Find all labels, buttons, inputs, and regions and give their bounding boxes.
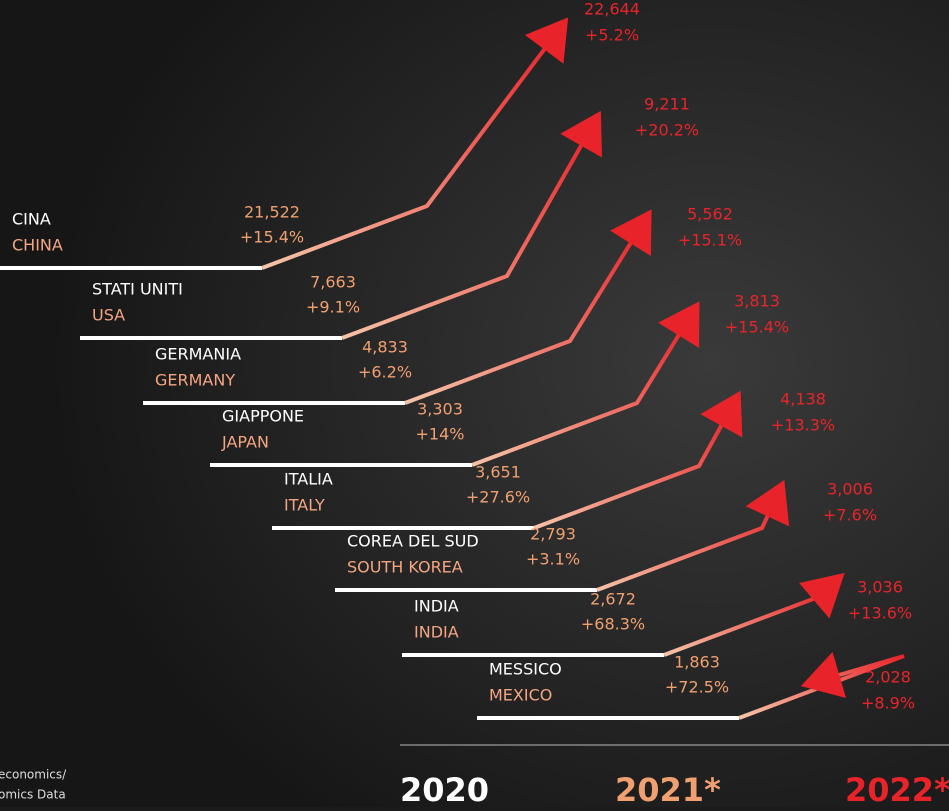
growth-2020: +14% <box>416 425 465 444</box>
country-name: INDIA <box>414 597 459 616</box>
growth-2021: +15.4% <box>725 318 789 337</box>
value-2021: 3,813 <box>734 292 780 311</box>
value-2020: 4,833 <box>362 338 408 357</box>
growth-2021: +8.9% <box>861 694 915 713</box>
value-2021: 2,028 <box>865 668 911 687</box>
value-2020: 2,672 <box>590 590 636 609</box>
year-label: 2022* <box>845 771 949 807</box>
growth-arrow <box>404 226 642 405</box>
arrow-head <box>610 209 652 256</box>
value-2020: 3,651 <box>475 463 521 482</box>
arrow-head <box>800 651 847 698</box>
country-name: ITALIA <box>284 470 333 489</box>
source: omics Data <box>0 788 66 802</box>
value-2021: 9,211 <box>644 95 690 114</box>
growth-arrow <box>738 654 905 720</box>
growth-2021: +13.6% <box>848 604 912 623</box>
country-name: MESSICO <box>489 660 562 679</box>
arrow-head <box>799 572 845 619</box>
value-2021: 3,036 <box>857 578 903 597</box>
growth-2021: +13.3% <box>771 416 835 435</box>
value-2020: 7,663 <box>310 273 356 292</box>
arrow-head <box>560 110 602 158</box>
arrow-head <box>525 17 569 64</box>
value-2021: 4,138 <box>780 390 826 409</box>
growth-2020: +15.4% <box>240 228 304 247</box>
year-label: 2021* <box>615 771 721 807</box>
value-2020: 21,522 <box>244 203 300 222</box>
growth-2020: +27.6% <box>466 488 530 507</box>
source: economics/ <box>0 768 67 782</box>
country-name: CINA <box>12 210 51 229</box>
country-name-en: CHINA <box>12 236 63 255</box>
growth-2021: +15.1% <box>678 231 742 250</box>
growth-arrow <box>341 129 592 340</box>
country-name-en: GERMANY <box>155 371 235 390</box>
country-name: GERMANIA <box>155 345 241 364</box>
growth-2020: +9.1% <box>306 298 360 317</box>
growth-2020: +3.1% <box>526 550 580 569</box>
growth-2021: +7.6% <box>823 506 877 525</box>
value-2020: 2,793 <box>530 525 576 544</box>
arrow-head <box>745 480 790 527</box>
value-2020: 1,863 <box>674 653 720 672</box>
arrow-head <box>700 390 743 438</box>
country-name-en: INDIA <box>414 623 459 642</box>
growth-2021: +5.2% <box>585 26 639 45</box>
value-2021: 22,644 <box>584 0 640 19</box>
country-name-en: MEXICO <box>489 686 552 705</box>
growth-2020: +72.5% <box>665 678 729 697</box>
country-name: GIAPPONE <box>222 407 304 426</box>
value-2021: 3,006 <box>827 480 873 499</box>
arrow-head <box>658 301 700 348</box>
growth-arrow <box>533 409 732 530</box>
growth-2020: +6.2% <box>358 363 412 382</box>
country-name: STATI UNITI <box>92 280 183 299</box>
growth-arrow <box>261 33 557 270</box>
country-name-en: ITALY <box>284 496 325 515</box>
growth-2021: +20.2% <box>635 121 699 140</box>
growth-arrow <box>471 318 690 467</box>
country-name: COREA DEL SUD <box>347 532 479 551</box>
country-name-en: JAPAN <box>221 433 269 452</box>
growth-2020: +68.3% <box>581 615 645 634</box>
year-label: 2020 <box>400 771 489 807</box>
value-2021: 5,562 <box>687 205 733 224</box>
country-name-en: USA <box>92 306 125 325</box>
country-name-en: SOUTH KOREA <box>347 558 463 577</box>
value-2020: 3,303 <box>417 400 463 419</box>
